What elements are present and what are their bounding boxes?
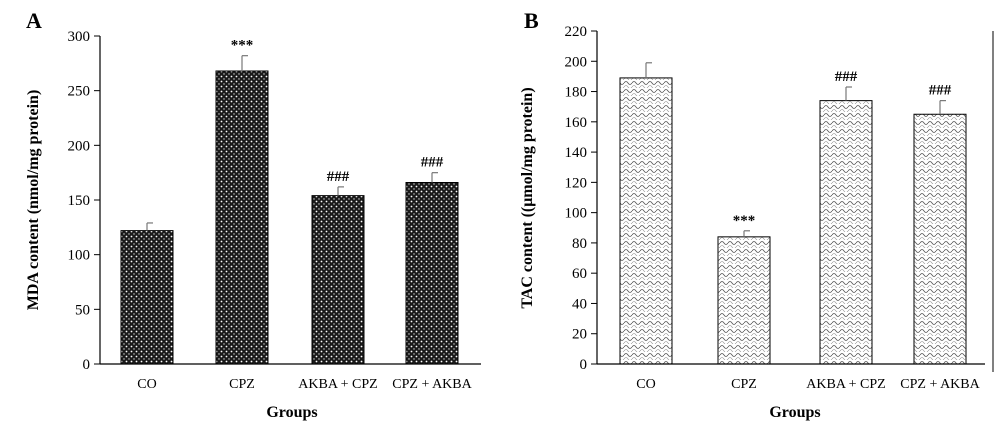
y-tick-label-b: 140 [565, 145, 588, 161]
y-tick-label-a: 100 [68, 248, 91, 264]
y-tick-label-b: 20 [572, 327, 587, 343]
y-tick-label-b: 180 [565, 85, 588, 101]
y-tick-label-b: 100 [565, 206, 588, 222]
panel-a: A 0 50 100 150 200 250 300 CO *** CPZ ### AKBA + C… [25, 8, 481, 421]
y-tick-label-a: 0 [83, 357, 91, 373]
bar-b [717, 236, 771, 365]
x-tick-label-b: AKBA + CPZ [806, 377, 885, 392]
y-tick-label-a: 250 [68, 84, 91, 100]
bar-a [405, 182, 459, 365]
x-tick-label-b: CPZ [731, 377, 757, 392]
y-tick-label-b: 160 [565, 115, 588, 131]
y-axis-title-b: TAC content ((μmol/mg protein) [519, 87, 536, 308]
significance-label-b: *** [733, 213, 756, 229]
x-tick-label-b: CO [636, 377, 655, 392]
bar-b [913, 113, 967, 365]
significance-label-a: ### [327, 169, 350, 185]
y-tick-label-b: 200 [565, 54, 588, 70]
y-axis-title-a: MDA content (nmol/mg protein) [25, 90, 42, 311]
significance-label-a: *** [231, 38, 254, 54]
y-tick-label-b: 220 [565, 24, 588, 40]
significance-label-b: ### [929, 83, 952, 99]
y-tick-label-b: 120 [565, 175, 588, 191]
y-tick-label-b: 0 [580, 357, 588, 373]
bar-b [619, 77, 673, 365]
x-tick-label-a: CO [137, 377, 156, 392]
y-tick-label-b: 60 [572, 266, 587, 282]
y-tick-label-a: 200 [68, 138, 91, 154]
bar-a [311, 195, 365, 365]
panel-label-a: A [26, 8, 42, 33]
significance-label-a: ### [421, 155, 444, 171]
x-tick-label-a: AKBA + CPZ [298, 377, 377, 392]
x-axis-title-b: Groups [769, 404, 820, 421]
x-tick-label-b: CPZ + AKBA [900, 377, 980, 392]
y-tick-label-a: 300 [68, 29, 91, 45]
x-tick-label-a: CPZ + AKBA [392, 377, 472, 392]
bar-a [120, 230, 174, 365]
x-axis-title-a: Groups [266, 404, 317, 421]
significance-label-b: ### [835, 69, 858, 85]
panel-b: B 0 20 40 60 80 100 120 140 160 180 200 220 CO *** CP… [519, 8, 994, 421]
x-tick-label-a: CPZ [229, 377, 255, 392]
bar-b [819, 100, 873, 365]
y-tick-label-b: 80 [572, 236, 587, 252]
y-tick-label-a: 50 [75, 302, 90, 318]
y-tick-label-a: 150 [68, 193, 91, 209]
panel-label-b: B [524, 8, 539, 33]
bar-a [215, 70, 269, 365]
y-tick-label-b: 40 [572, 296, 587, 312]
